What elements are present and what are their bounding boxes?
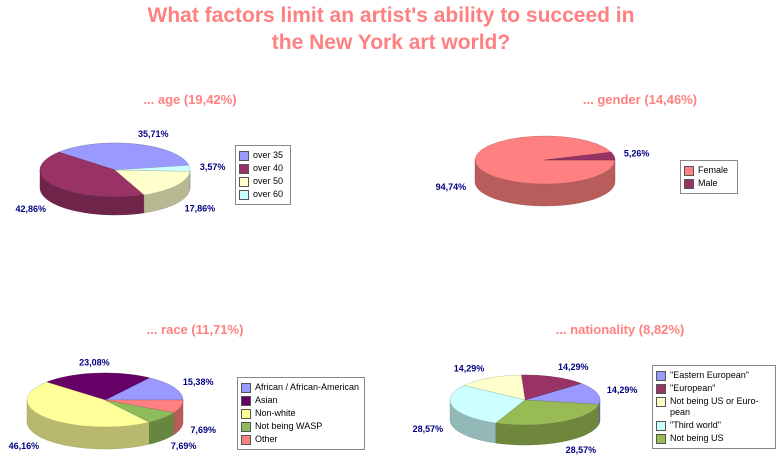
- legend-label: Not being US: [670, 433, 724, 443]
- legend-label: Non-white: [255, 408, 296, 418]
- value-label: 3,57%: [200, 162, 226, 172]
- legend-swatch: [684, 179, 694, 189]
- value-label: 7,69%: [171, 441, 197, 451]
- slice: [39, 151, 145, 198]
- value-label: 23,08%: [79, 358, 110, 368]
- chart-subtitle: ... race (11,71%): [147, 322, 244, 337]
- slice: [45, 372, 150, 401]
- slice: [449, 385, 526, 424]
- legend-entry: "Third world": [656, 420, 772, 431]
- legend-label: African / African-American: [255, 382, 360, 392]
- legend-entry: Not being WASP: [241, 421, 361, 432]
- value-label: 28,57%: [413, 424, 444, 434]
- legend-label: over 35: [253, 150, 284, 160]
- value-label: 94,74%: [436, 182, 467, 192]
- legend: African / African-American Asian Non-white…: [237, 377, 365, 450]
- slice: [114, 165, 191, 172]
- legend-label: Male: [698, 178, 718, 188]
- slice: [104, 399, 184, 413]
- legend-entry: "Eastern European": [656, 370, 772, 381]
- legend-swatch: [656, 384, 666, 394]
- legend-entry: Asian: [241, 395, 361, 406]
- value-label: 15,38%: [183, 377, 214, 387]
- chart-subtitle: ... gender (14,46%): [583, 92, 697, 107]
- slice: [520, 374, 582, 401]
- slice: [104, 377, 184, 401]
- slice: [463, 374, 526, 401]
- legend-swatch: [241, 422, 251, 432]
- legend-label: over 60: [253, 189, 284, 199]
- legend-entry: over 60: [239, 189, 287, 200]
- legend-entry: over 35: [239, 150, 287, 161]
- legend-entry: Male: [684, 178, 734, 189]
- value-label: 5,26%: [624, 149, 650, 159]
- legend-label: Asian: [255, 395, 278, 405]
- legend-label: over 50: [253, 176, 284, 186]
- value-label: 14,29%: [454, 364, 485, 374]
- legend-swatch: [241, 409, 251, 419]
- slice: [495, 399, 600, 426]
- legend-label: Other: [255, 434, 278, 444]
- legend-entry: Not being US: [656, 433, 772, 444]
- slice: [104, 399, 175, 423]
- legend-entry: Non-white: [241, 408, 361, 419]
- slice: [58, 142, 190, 171]
- slice: [26, 381, 150, 428]
- value-label: 28,57%: [566, 445, 597, 455]
- value-label: 14,29%: [607, 385, 638, 395]
- legend-entry: "European": [656, 383, 772, 394]
- legend-label: "European": [670, 383, 716, 393]
- legend: "Eastern European" "European" Not being US…: [652, 365, 776, 449]
- legend-swatch: [241, 396, 251, 406]
- legend-swatch: [684, 166, 694, 176]
- value-label: 7,69%: [190, 425, 216, 435]
- slice: [544, 151, 616, 161]
- legend-entry: Not being US or Euro-pean: [656, 396, 772, 418]
- legend-swatch: [656, 397, 666, 407]
- legend-label: "Third world": [670, 420, 721, 430]
- legend: over 35 over 40 over 50 over 60: [235, 145, 291, 205]
- legend-swatch: [656, 434, 666, 444]
- value-label: 46,16%: [9, 441, 40, 451]
- legend-label: Not being WASP: [255, 421, 323, 431]
- legend-label: Female: [698, 165, 729, 175]
- legend-swatch: [239, 164, 249, 174]
- legend-entry: Other: [241, 434, 361, 445]
- legend-entry: over 40: [239, 163, 287, 174]
- value-label: 35,71%: [138, 129, 169, 139]
- legend-swatch: [241, 435, 251, 445]
- legend-swatch: [656, 371, 666, 381]
- legend-swatch: [239, 151, 249, 161]
- page-title: What factors limit an artist's ability t…: [147, 4, 635, 54]
- legend: Female Male: [680, 160, 738, 194]
- slice: [524, 383, 601, 405]
- legend-swatch: [656, 421, 666, 431]
- value-label: 14,29%: [558, 362, 589, 372]
- legend-swatch: [239, 190, 249, 200]
- legend-entry: Female: [684, 165, 734, 176]
- legend-entry: over 50: [239, 176, 287, 187]
- legend-label: "Eastern European": [670, 370, 749, 380]
- chart-subtitle: ... nationality (8,82%): [556, 322, 685, 337]
- legend-swatch: [241, 383, 251, 393]
- chart-subtitle: ... age (19,42%): [143, 92, 236, 107]
- legend-entry: African / African-American: [241, 382, 361, 393]
- legend-label: Not being US or Euro-pean: [670, 396, 759, 417]
- legend-swatch: [239, 177, 249, 187]
- value-label: 42,86%: [15, 204, 46, 214]
- slice: [114, 169, 191, 196]
- legend-label: over 40: [253, 163, 284, 173]
- value-label: 17,86%: [185, 204, 216, 214]
